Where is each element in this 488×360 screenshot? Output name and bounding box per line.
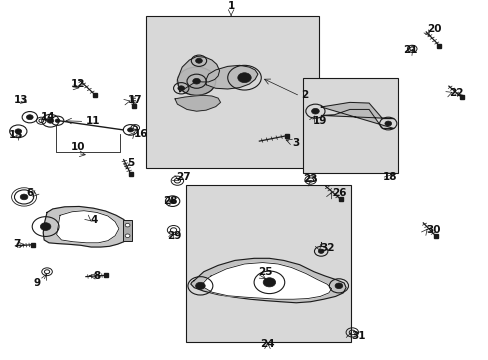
Text: 12: 12 xyxy=(71,79,85,89)
Text: 5: 5 xyxy=(127,158,135,168)
Circle shape xyxy=(125,234,130,238)
Ellipse shape xyxy=(237,73,251,83)
Text: 32: 32 xyxy=(320,243,334,253)
Text: 28: 28 xyxy=(163,196,177,206)
Circle shape xyxy=(192,78,200,84)
Ellipse shape xyxy=(55,119,60,122)
Text: 10: 10 xyxy=(70,143,85,153)
Ellipse shape xyxy=(195,58,202,63)
Ellipse shape xyxy=(263,278,275,287)
Text: 3: 3 xyxy=(292,138,299,148)
Text: 30: 30 xyxy=(426,225,440,235)
Text: 24: 24 xyxy=(260,339,274,348)
Ellipse shape xyxy=(41,223,51,230)
Ellipse shape xyxy=(26,115,33,120)
Text: 9: 9 xyxy=(34,278,41,288)
Ellipse shape xyxy=(334,283,342,289)
Text: 16: 16 xyxy=(133,129,147,139)
Text: 22: 22 xyxy=(448,87,463,98)
Text: 29: 29 xyxy=(166,231,181,241)
Ellipse shape xyxy=(195,282,205,289)
Ellipse shape xyxy=(15,129,21,134)
Text: 20: 20 xyxy=(427,24,441,34)
Polygon shape xyxy=(57,211,119,243)
Text: 27: 27 xyxy=(176,172,191,182)
Ellipse shape xyxy=(178,86,184,91)
Text: 18: 18 xyxy=(382,172,396,182)
Text: 19: 19 xyxy=(312,116,326,126)
Text: 14: 14 xyxy=(41,112,55,122)
Text: 15: 15 xyxy=(9,130,23,140)
Polygon shape xyxy=(321,102,393,129)
Polygon shape xyxy=(175,95,220,111)
Text: 21: 21 xyxy=(403,45,417,55)
Polygon shape xyxy=(177,57,219,92)
Text: 4: 4 xyxy=(90,215,98,225)
Bar xyxy=(185,185,351,342)
Polygon shape xyxy=(206,66,257,89)
Text: 2: 2 xyxy=(301,90,307,100)
Polygon shape xyxy=(43,207,130,247)
Bar xyxy=(146,16,318,168)
Polygon shape xyxy=(190,258,346,303)
Polygon shape xyxy=(203,262,331,299)
Text: 7: 7 xyxy=(14,239,21,249)
Bar xyxy=(303,78,397,173)
Text: 8: 8 xyxy=(93,271,101,281)
Ellipse shape xyxy=(384,121,391,126)
Text: 25: 25 xyxy=(257,267,272,278)
Text: 11: 11 xyxy=(85,116,100,126)
Circle shape xyxy=(177,67,215,95)
Text: 26: 26 xyxy=(331,188,346,198)
Circle shape xyxy=(125,224,130,227)
Text: 6: 6 xyxy=(26,188,33,198)
Ellipse shape xyxy=(311,108,319,114)
Ellipse shape xyxy=(20,194,28,200)
Text: 17: 17 xyxy=(127,95,142,104)
Ellipse shape xyxy=(47,118,54,123)
Bar xyxy=(122,220,132,241)
Text: 1: 1 xyxy=(227,1,234,12)
Text: 23: 23 xyxy=(303,174,317,184)
Ellipse shape xyxy=(169,199,175,203)
Text: 31: 31 xyxy=(350,331,365,341)
Ellipse shape xyxy=(318,249,324,253)
Text: 13: 13 xyxy=(14,95,28,104)
Ellipse shape xyxy=(127,128,133,132)
